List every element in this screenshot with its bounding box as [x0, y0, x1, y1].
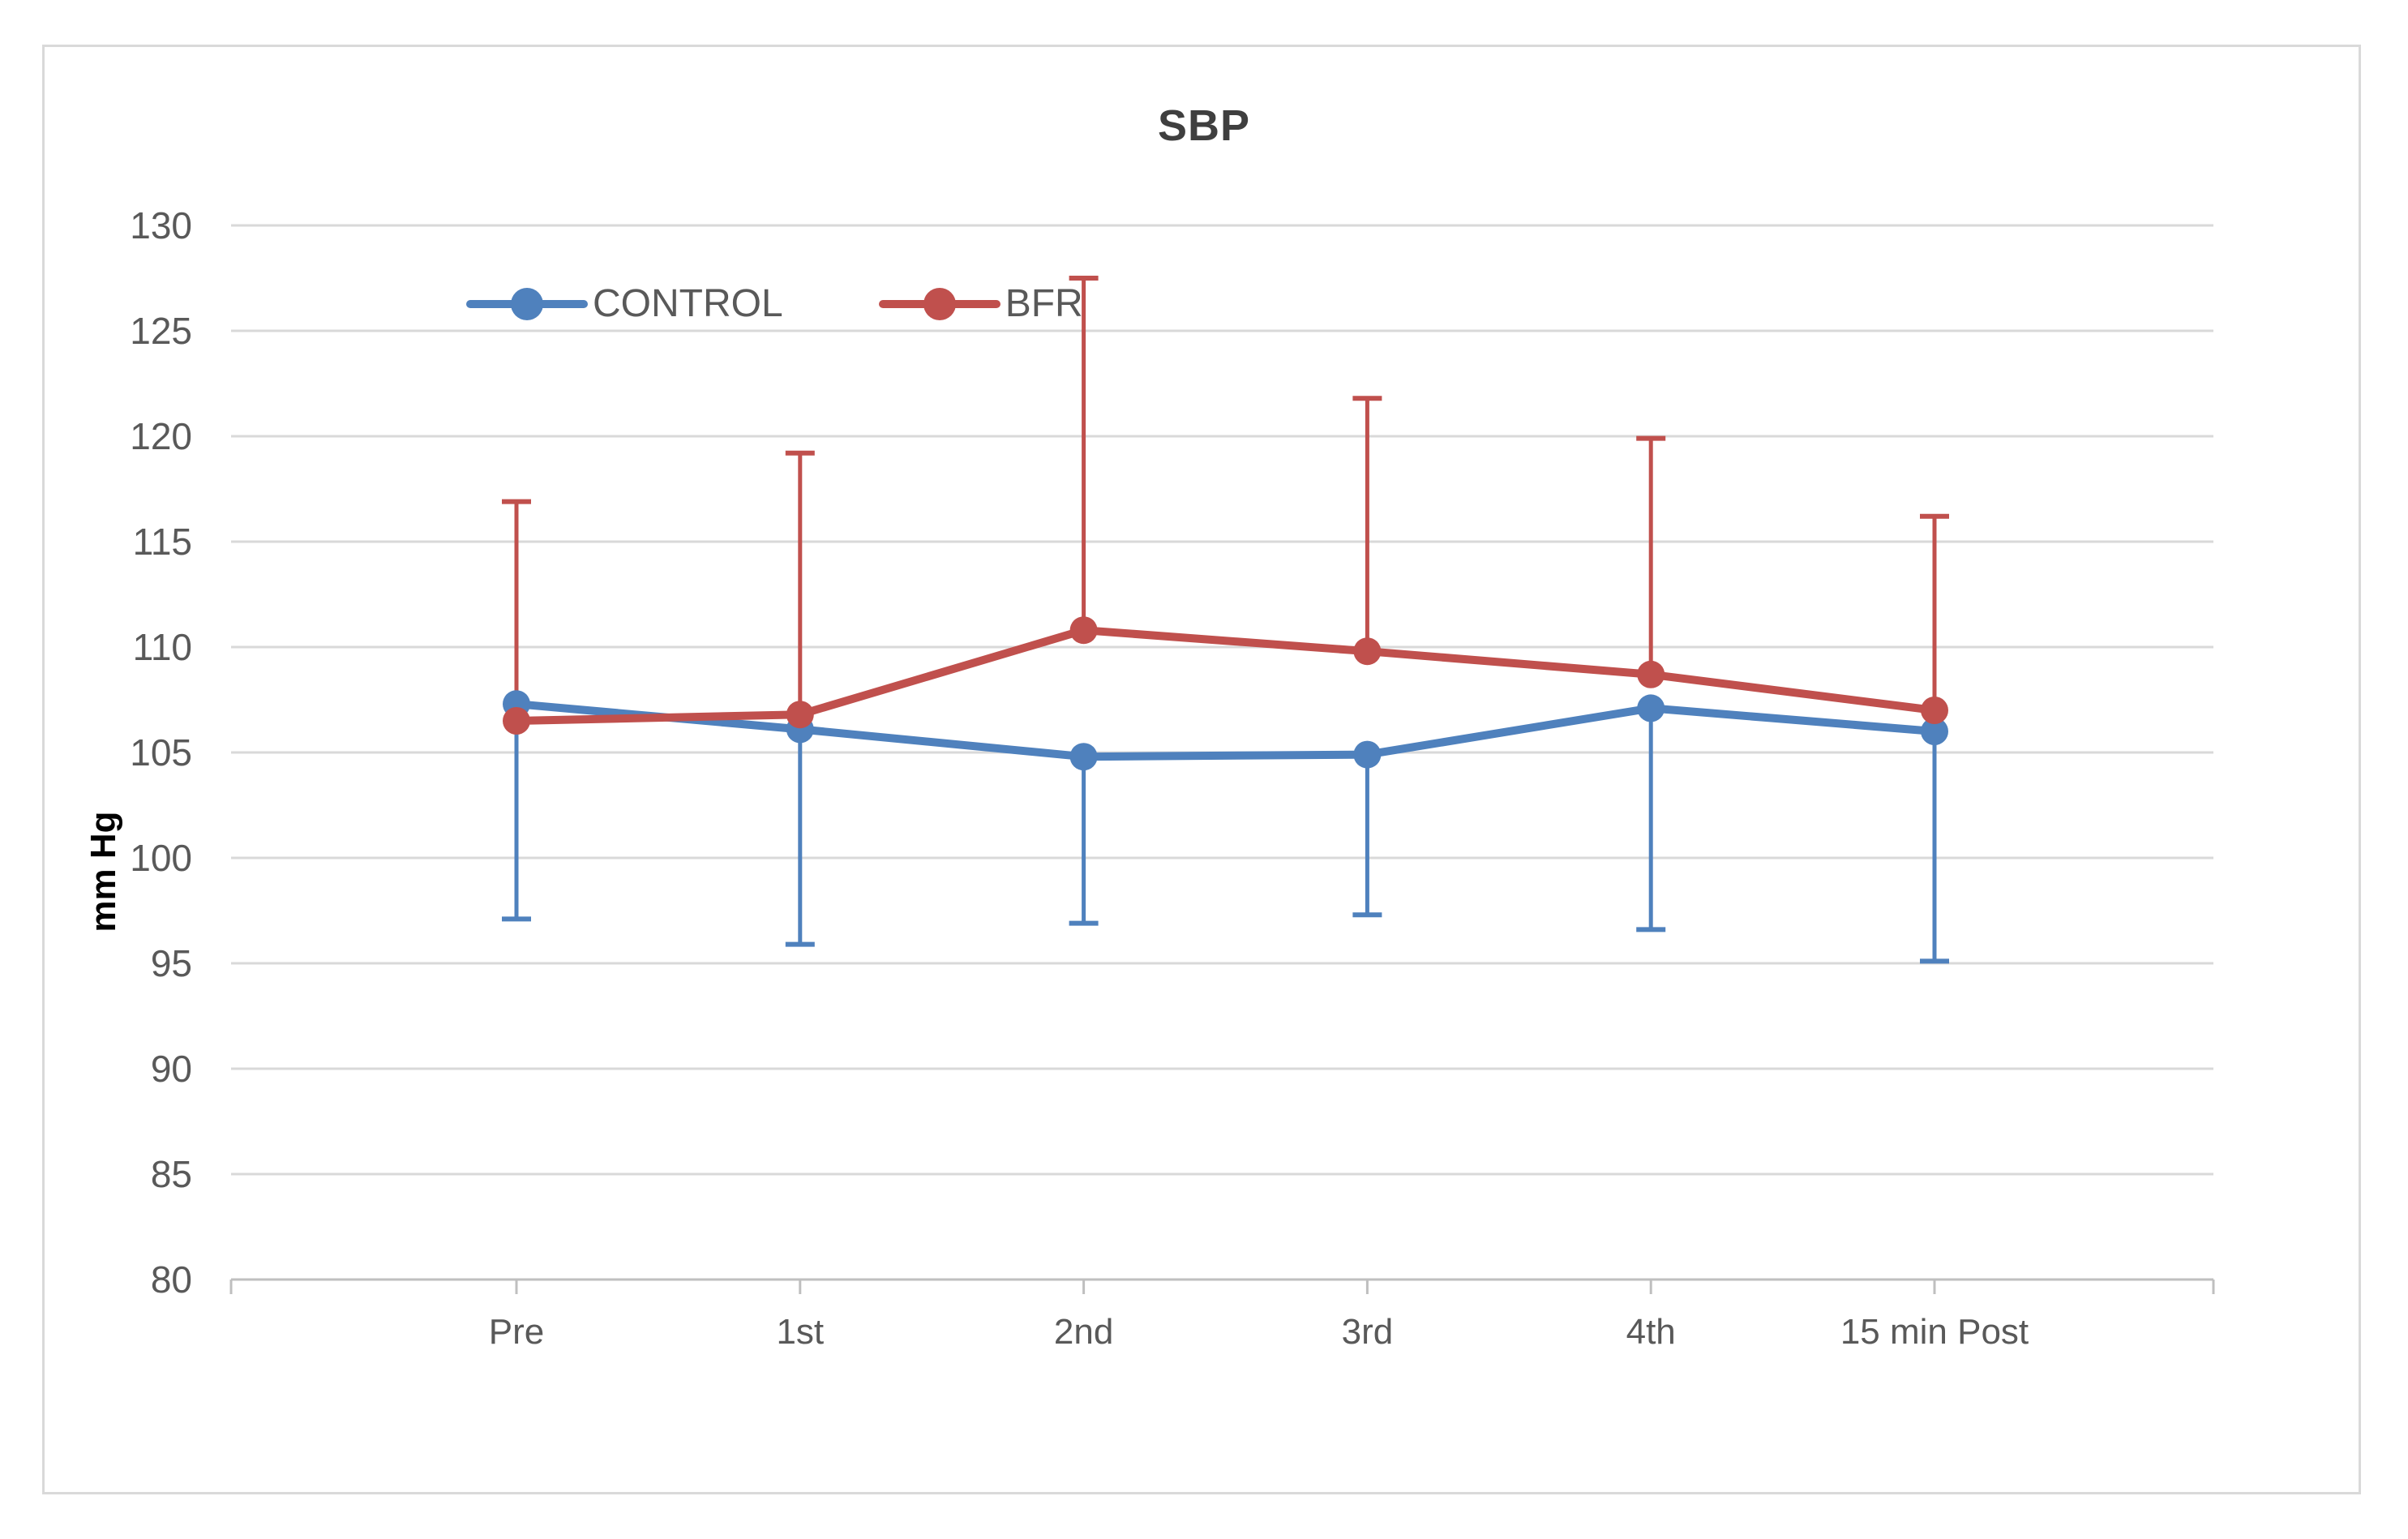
y-tick-label-90: 90 [150, 1048, 192, 1090]
chart-frame [42, 45, 2361, 1494]
y-tick-label-115: 115 [132, 521, 192, 563]
y-tick-label-100: 100 [130, 837, 192, 879]
marker-bfr-pre [503, 707, 530, 735]
marker-bfr-1st [786, 701, 814, 729]
marker-bfr-2nd [1069, 616, 1098, 645]
y-tick-label-110: 110 [132, 626, 192, 668]
x-category-label-3rd: 3rd [1341, 1312, 1394, 1352]
marker-control-15-min-post [1921, 718, 1948, 745]
y-tick-label-120: 120 [130, 415, 192, 457]
marker-bfr-3rd [1353, 637, 1382, 666]
legend-label-control: CONTROL [593, 282, 783, 325]
series-line-control [512, 700, 1939, 761]
x-category-label-2nd: 2nd [1053, 1312, 1114, 1352]
marker-control-4th [1637, 694, 1665, 722]
legend: CONTROL BFR [466, 277, 1083, 331]
legend-item-control: CONTROL [466, 280, 783, 328]
x-category-label-4th: 4th [1626, 1312, 1676, 1352]
legend-marker-control-icon [466, 288, 588, 320]
y-tick-label-125: 125 [130, 310, 192, 352]
marker-control-2nd [1069, 743, 1098, 771]
legend-label-bfr: BFR [1005, 282, 1083, 325]
marker-bfr-4th [1637, 660, 1665, 688]
legend-item-bfr: BFR [878, 280, 1083, 328]
chart-title: SBP [1157, 101, 1251, 150]
x-category-label-1st: 1st [776, 1312, 825, 1352]
y-tick-label-105: 105 [130, 731, 192, 774]
y-tick-label-80: 80 [150, 1258, 192, 1301]
legend-marker-bfr-icon [878, 288, 1000, 320]
marker-bfr-15-min-post [1921, 697, 1948, 724]
y-tick-label-95: 95 [150, 942, 192, 984]
y-tick-label-85: 85 [150, 1153, 192, 1195]
legend-marker-dot-bfr-icon [923, 288, 956, 320]
x-category-label-15-min-post: 15 min Post [1840, 1312, 2029, 1352]
y-tick-label-130: 130 [130, 204, 192, 246]
x-category-label-pre: Pre [488, 1312, 545, 1352]
marker-control-3rd [1353, 740, 1382, 769]
legend-marker-dot-control-icon [511, 288, 543, 320]
series-line-bfr [512, 626, 1939, 725]
